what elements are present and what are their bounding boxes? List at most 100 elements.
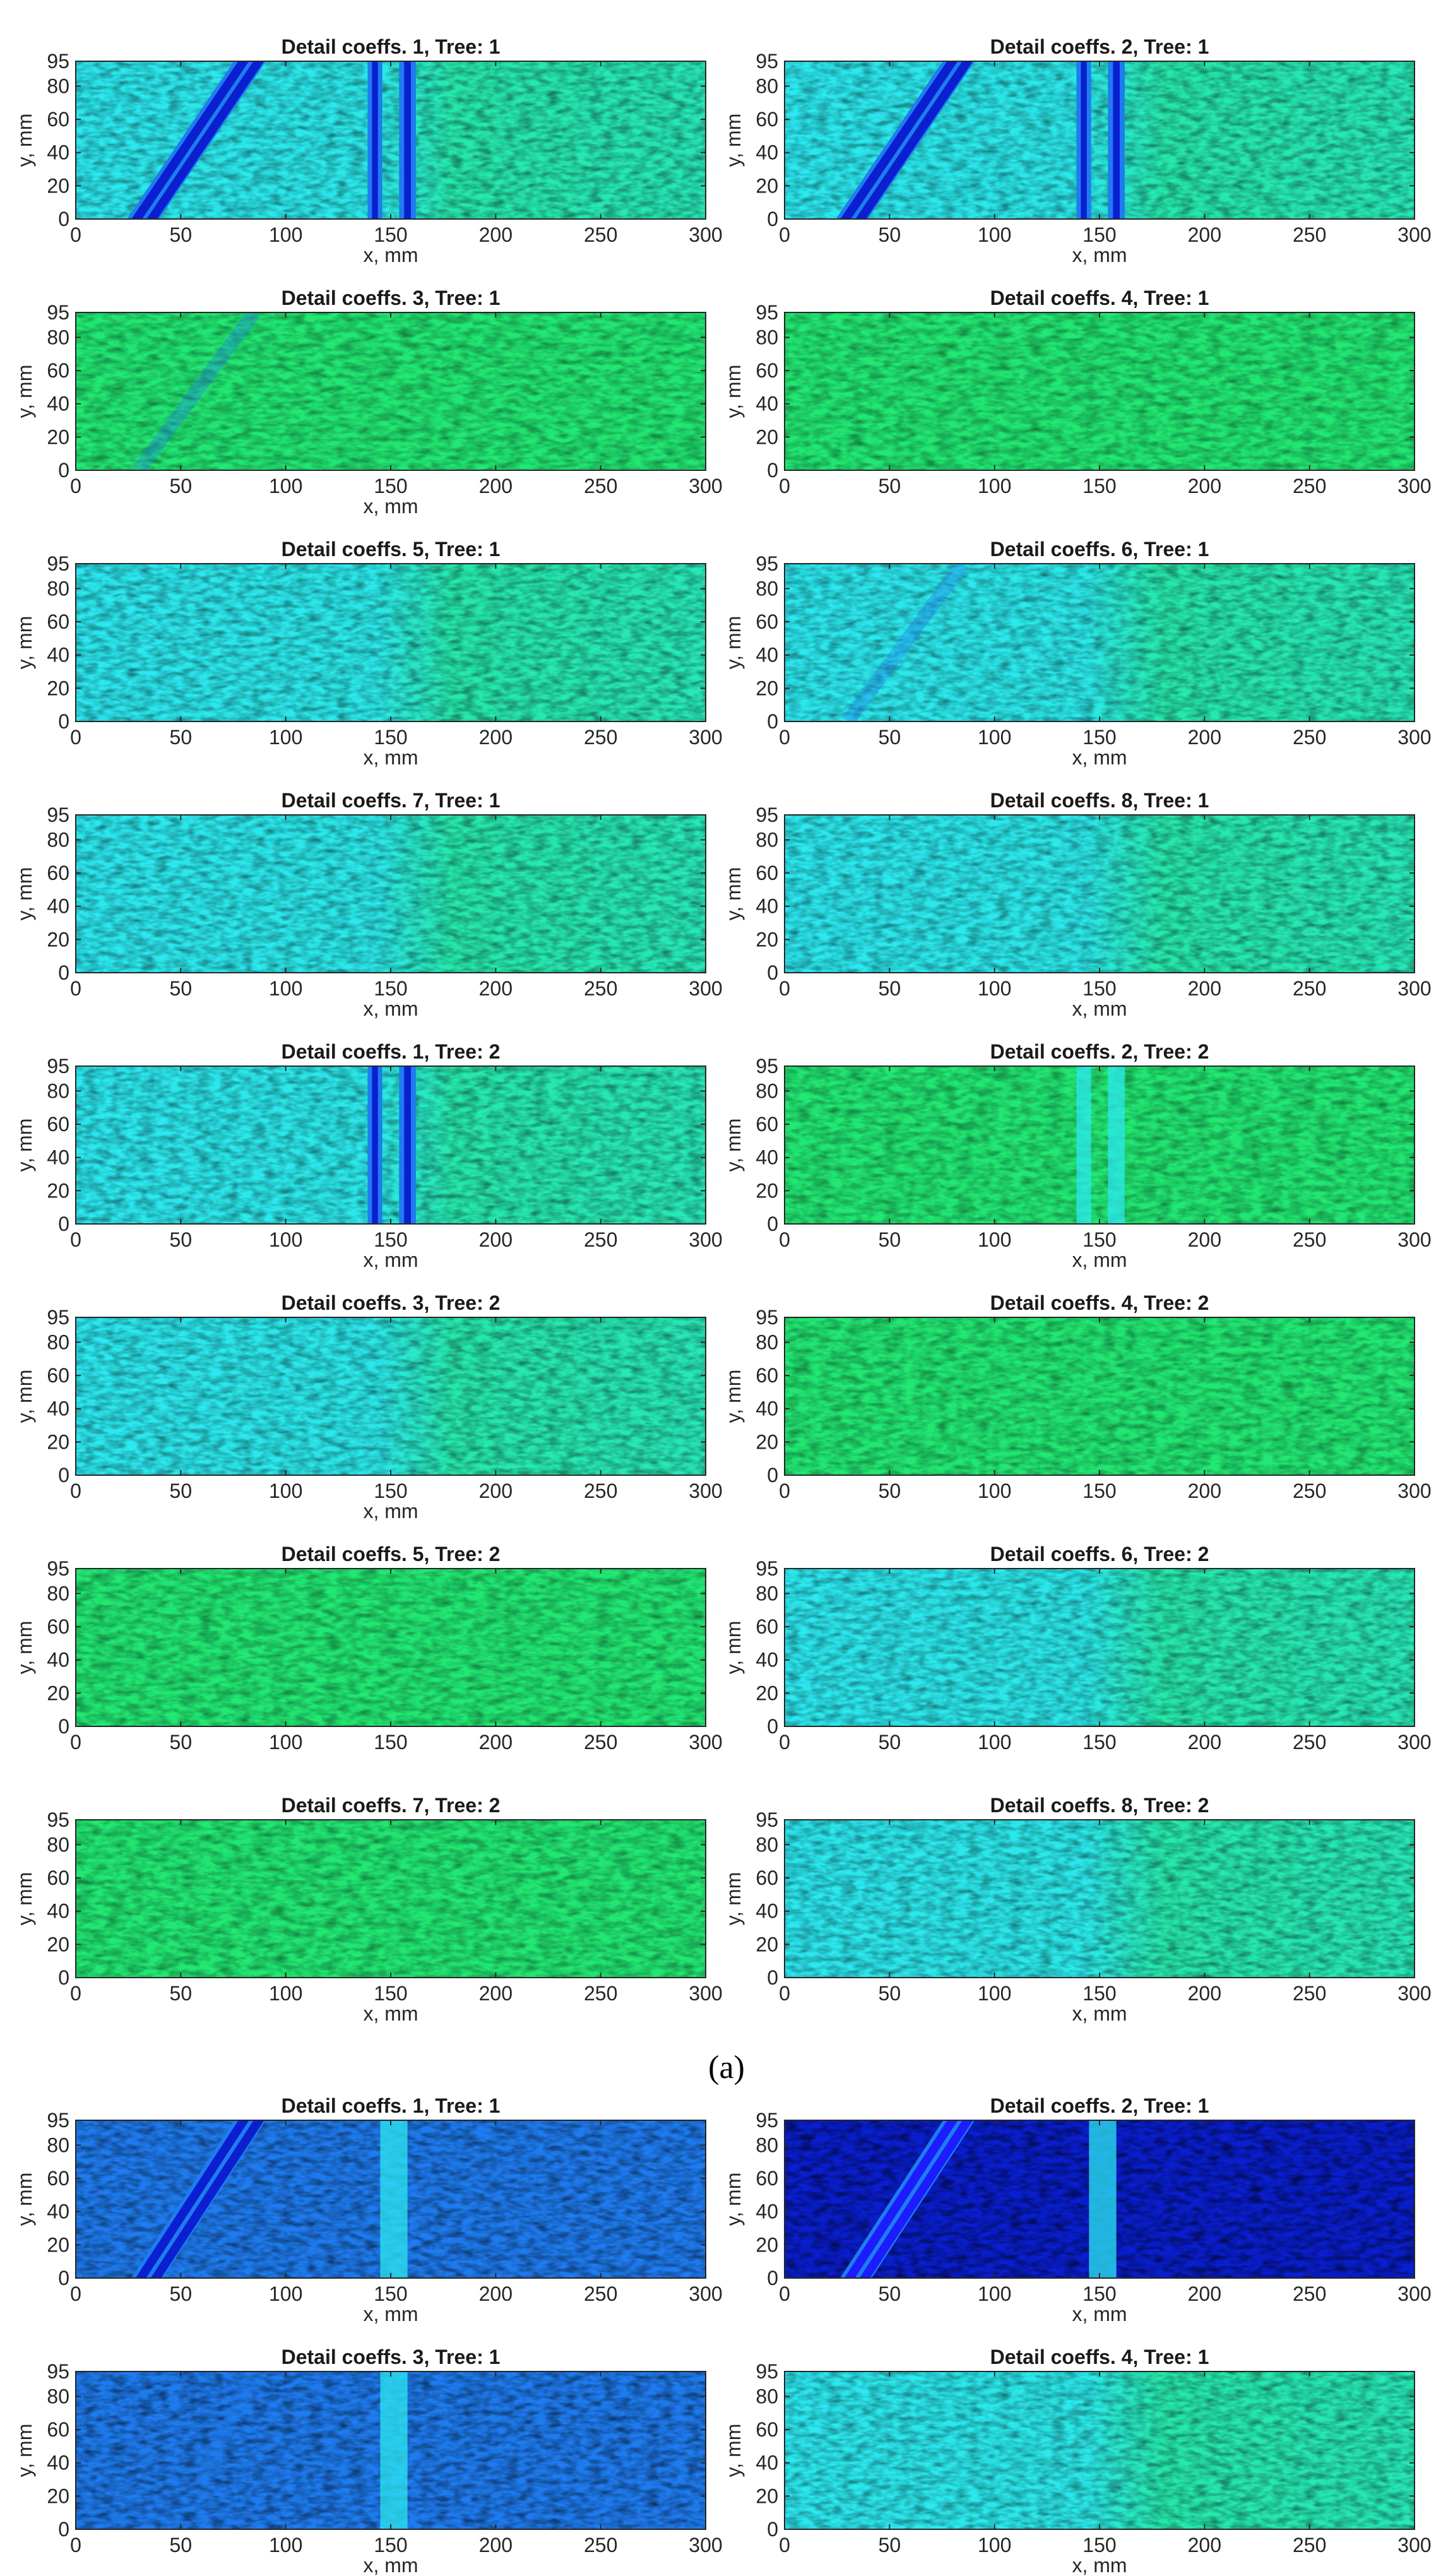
- x-tick-label: 300: [689, 223, 722, 246]
- x-tick-label: 100: [269, 223, 302, 246]
- x-tick-label: 150: [374, 977, 407, 1000]
- x-tick-label: 150: [374, 726, 407, 749]
- x-tick-label: 50: [879, 1480, 901, 1502]
- panel-title: Detail coeffs. 3, Tree: 2: [282, 1291, 501, 1314]
- heatmap-field: [785, 1820, 1414, 1978]
- x-tick-label: 50: [879, 223, 901, 246]
- x-tick-label: 0: [70, 2282, 81, 2305]
- panel-title: Detail coeffs. 4, Tree: 1: [990, 287, 1209, 309]
- x-tick-label: 100: [978, 1731, 1011, 1754]
- y-tick-label: 40: [756, 2452, 778, 2474]
- x-tick-label: 50: [170, 726, 193, 749]
- y-tick-label: 60: [756, 359, 778, 382]
- y-tick-label: 40: [756, 1649, 778, 1671]
- heatmap-panel-8: Detail coeffs. 8, Tree: 10 50 100 150 200 250…: [722, 789, 1432, 1020]
- vertical-band-light: [1076, 1066, 1091, 1224]
- y-tick-label: 60: [47, 862, 69, 884]
- y-axis-label: y, mm: [722, 1370, 745, 1423]
- heatmap-field: [785, 2371, 1414, 2529]
- x-tick-label: 0: [70, 2534, 81, 2556]
- y-tick-label: 20: [47, 928, 69, 951]
- y-tick-label: 80: [47, 2134, 69, 2156]
- x-tick-label: 200: [1188, 2282, 1221, 2305]
- y-tick-label: 80: [47, 2385, 69, 2407]
- y-tick-label: 20: [756, 2484, 778, 2507]
- faint-diagonal: [841, 564, 969, 721]
- heatmap-highlights: [785, 1066, 1414, 1224]
- x-tick-label: 150: [374, 1982, 407, 2005]
- y-tick-label: 60: [756, 2418, 778, 2441]
- x-axis-label: x, mm: [363, 2554, 418, 2576]
- x-tick-label: 200: [1188, 1228, 1221, 1251]
- x-tick-label: 200: [1188, 1480, 1221, 1502]
- x-tick-label: 200: [1188, 2534, 1221, 2556]
- y-tick-label: 95: [47, 50, 69, 73]
- x-axis-label: x, mm: [363, 244, 418, 266]
- y-tick-label: 80: [756, 326, 778, 348]
- x-tick-label: 300: [689, 977, 722, 1000]
- heatmap-field: [785, 61, 1414, 219]
- diagonal-band: [128, 61, 266, 219]
- heatmap-field: [76, 1066, 706, 1224]
- y-tick-label: 20: [47, 1179, 69, 1202]
- y-tick-label: 95: [47, 1808, 69, 1831]
- x-tick-label: 50: [879, 475, 901, 497]
- y-tick-label: 60: [756, 862, 778, 884]
- x-tick-label: 250: [584, 1731, 617, 1754]
- panel-grid: Detail coeffs. 1, Tree: 10 50 100 150 200 250…: [13, 35, 1432, 2576]
- x-tick-label: 100: [269, 1731, 302, 1754]
- x-tick-label: 0: [779, 1982, 790, 2005]
- y-tick-label: 80: [47, 1079, 69, 1102]
- y-tick-label: 80: [756, 2134, 778, 2156]
- y-tick-label: 80: [756, 74, 778, 97]
- panel-title: Detail coeffs. 5, Tree: 2: [282, 1543, 501, 1565]
- heatmap-highlights: [76, 1317, 706, 1475]
- x-tick-label: 200: [479, 475, 513, 497]
- x-tick-label: 150: [374, 2282, 407, 2305]
- x-tick-label: 150: [1082, 1228, 1116, 1251]
- y-tick-label: 40: [47, 141, 69, 164]
- y-tick-label: 0: [58, 710, 69, 733]
- x-tick-label: 200: [479, 1480, 513, 1502]
- y-tick-label: 60: [47, 1615, 69, 1638]
- x-tick-label: 50: [170, 223, 193, 246]
- y-tick-label: 40: [47, 1146, 69, 1169]
- x-axis-label: x, mm: [363, 997, 418, 1020]
- y-axis-label: y, mm: [722, 1621, 745, 1675]
- x-tick-label: 250: [1293, 475, 1326, 497]
- y-tick-label: 20: [47, 174, 69, 197]
- heatmap-highlights: [785, 564, 1414, 721]
- x-tick-label: 250: [1293, 1982, 1326, 2005]
- x-tick-label: 0: [779, 2534, 790, 2556]
- y-tick-label: 80: [756, 1582, 778, 1605]
- vertical-band-core: [372, 61, 378, 219]
- y-tick-label: 95: [756, 301, 778, 324]
- panel-title: Detail coeffs. 3, Tree: 1: [282, 287, 501, 309]
- heatmap-highlights: [785, 1317, 1414, 1475]
- x-tick-label: 0: [70, 1731, 81, 1754]
- y-axis-label: y, mm: [722, 2424, 745, 2478]
- x-tick-label: 200: [1188, 223, 1221, 246]
- heatmap-panel-9: Detail coeffs. 1, Tree: 20 50 100 150 200 250…: [13, 1040, 723, 1271]
- x-tick-label: 0: [70, 726, 81, 749]
- heatmap-panel-1: Detail coeffs. 1, Tree: 10 50 100 150 200 250…: [13, 35, 723, 266]
- x-tick-label: 150: [1082, 475, 1116, 497]
- diagonal-band: [836, 61, 975, 219]
- heatmap-panel-3: Detail coeffs. 3, Tree: 10 50 100 150 200 250…: [13, 287, 723, 518]
- x-axis-label: x, mm: [1072, 997, 1127, 1020]
- vertical-band-core: [1113, 61, 1120, 219]
- x-tick-label: 300: [689, 726, 722, 749]
- x-tick-label: 50: [170, 1480, 193, 1502]
- panel-title: Detail coeffs. 1, Tree: 1: [282, 35, 501, 58]
- heatmap-panel-11: Detail coeffs. 3, Tree: 20 50 100 150 200 250…: [13, 1291, 723, 1522]
- x-tick-label: 300: [1397, 2534, 1431, 2556]
- x-tick-label: 200: [479, 1228, 513, 1251]
- heatmap-panel-2: Detail coeffs. 2, Tree: 10 50 100 150 200 250…: [722, 35, 1432, 266]
- x-tick-label: 250: [584, 977, 617, 1000]
- x-tick-label: 150: [374, 1228, 407, 1251]
- panel-title: Detail coeffs. 8, Tree: 1: [990, 789, 1209, 812]
- x-tick-label: 200: [479, 223, 513, 246]
- x-tick-label: 100: [269, 1480, 302, 1502]
- y-tick-label: 80: [756, 2385, 778, 2407]
- panel-title: Detail coeffs. 7, Tree: 1: [282, 789, 501, 812]
